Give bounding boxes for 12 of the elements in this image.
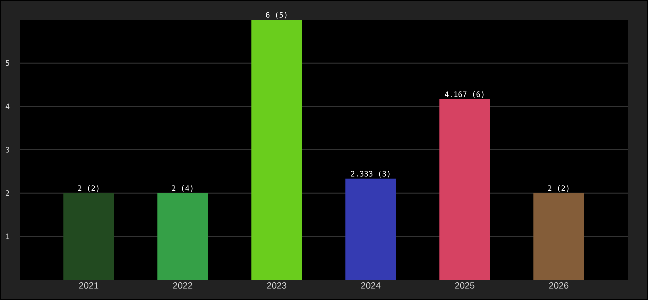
bar: [252, 20, 302, 280]
x-tick-label: 2021: [79, 282, 99, 289]
x-tick-label: 2022: [173, 282, 193, 289]
bar: [64, 193, 114, 280]
bar: [440, 99, 490, 280]
x-tick-label: 2026: [549, 282, 569, 289]
x-tick-label: 2023: [267, 282, 287, 289]
x-tick-label: 2025: [455, 282, 475, 289]
bar: [346, 178, 396, 280]
x-tick-label: 2024: [361, 282, 381, 289]
bar: [158, 193, 208, 280]
bar: [534, 193, 584, 280]
